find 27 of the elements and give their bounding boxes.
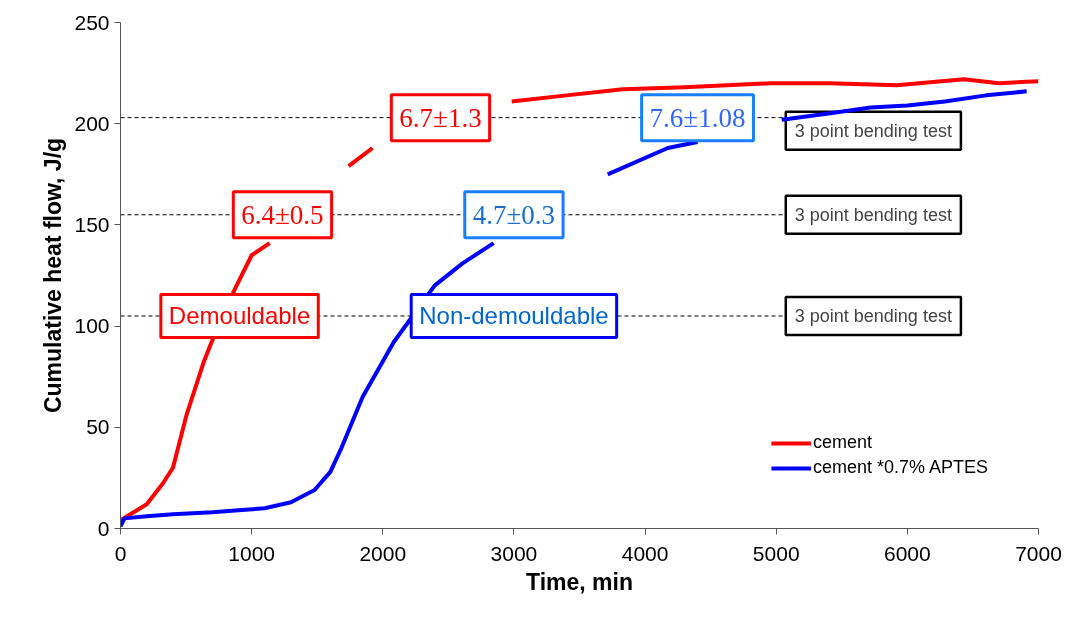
x-tick-label: 5000 bbox=[752, 541, 800, 565]
x-tick-label: 1000 bbox=[228, 541, 275, 565]
y-tick-label: 250 bbox=[74, 10, 110, 34]
annotation: Demouldable bbox=[168, 302, 311, 330]
annotation: 6.7±1.3 bbox=[399, 102, 482, 133]
y-tick-label: 200 bbox=[74, 111, 110, 135]
legend-label: cement *0.7% APTES bbox=[812, 457, 988, 478]
x-tick-label: 0 bbox=[114, 541, 127, 565]
x-tick-label: 3000 bbox=[490, 541, 538, 565]
y-tick-label: 0 bbox=[97, 516, 110, 540]
ref-line-label: 3 point bending test bbox=[794, 305, 952, 326]
y-tick-label: 50 bbox=[86, 415, 110, 439]
x-axis-title: Time, min bbox=[526, 568, 633, 595]
y-axis-title: Cumulative heat flow, J/g bbox=[40, 137, 67, 414]
annotation: 4.7±0.3 bbox=[472, 199, 556, 230]
annotation: 6.4±0.5 bbox=[241, 199, 324, 230]
x-tick-label: 6000 bbox=[884, 541, 931, 565]
y-tick-label: 100 bbox=[74, 314, 110, 338]
x-tick-label: 2000 bbox=[359, 541, 407, 565]
y-tick-label: 150 bbox=[74, 212, 110, 236]
ref-line-label: 3 point bending test bbox=[794, 120, 952, 141]
annotation: Non-demouldable bbox=[419, 302, 609, 330]
annotation: 7.6±1.08 bbox=[649, 102, 746, 133]
x-tick-label: 7000 bbox=[1015, 541, 1062, 565]
legend-label: cement bbox=[812, 432, 872, 453]
ref-line-label: 3 point bending test bbox=[794, 204, 952, 225]
x-tick-label: 4000 bbox=[621, 541, 669, 565]
